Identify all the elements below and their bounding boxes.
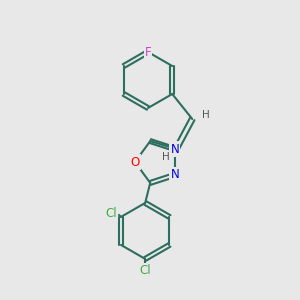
Text: N: N bbox=[170, 168, 179, 182]
Text: N: N bbox=[170, 142, 179, 156]
Text: H: H bbox=[202, 110, 210, 120]
Text: H: H bbox=[162, 152, 170, 162]
Text: Cl: Cl bbox=[140, 264, 151, 278]
Text: F: F bbox=[145, 46, 151, 59]
Text: O: O bbox=[130, 155, 140, 169]
Text: Cl: Cl bbox=[105, 207, 117, 220]
